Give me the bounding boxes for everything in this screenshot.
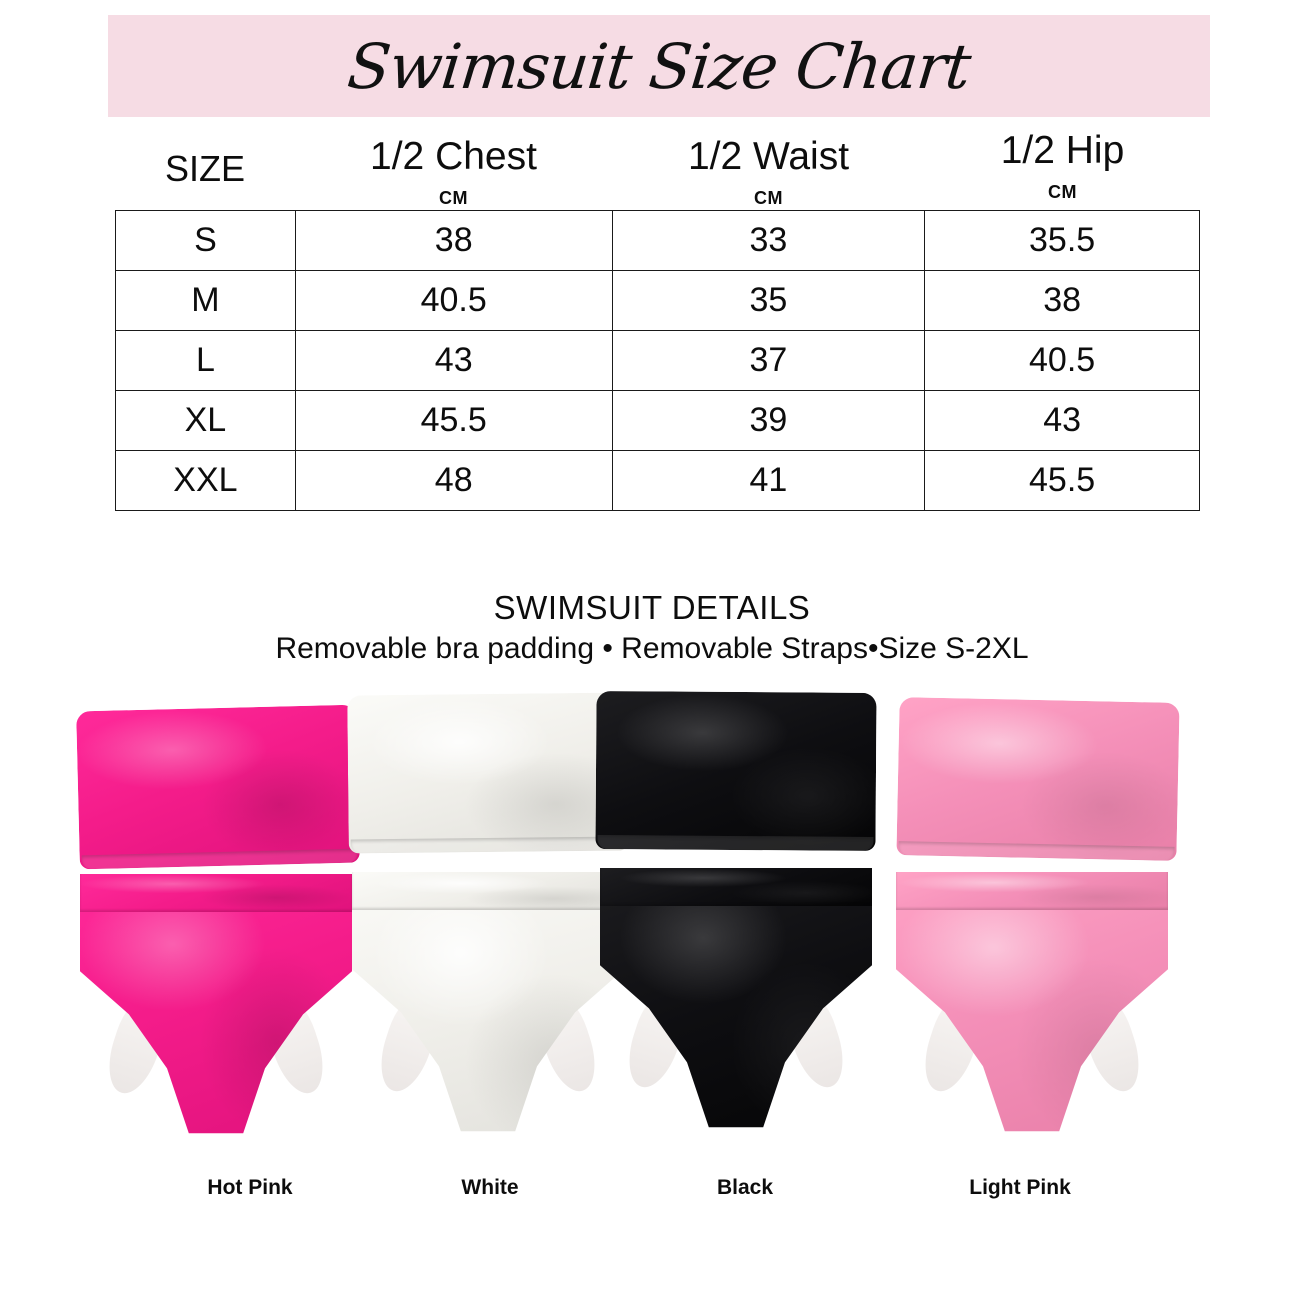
table-header-hip: 1/2 Hip CM	[925, 128, 1200, 210]
color-label-hot-pink: Hot Pink	[207, 1176, 293, 1199]
cell-waist: 35	[611, 270, 926, 331]
table-row: XL 45.5 39 43	[115, 390, 1200, 451]
cell-hip: 45.5	[924, 450, 1200, 511]
cell-waist: 39	[611, 390, 926, 451]
cell-size: S	[115, 210, 296, 271]
table-header-size: SIZE	[115, 128, 295, 210]
cell-waist: 41	[611, 450, 926, 511]
page-title: Swimsuit Size Chart	[344, 29, 974, 103]
cell-size: XL	[115, 390, 296, 451]
bottom-body	[896, 872, 1168, 1132]
cell-hip: 38	[924, 270, 1200, 331]
table-row: S 38 33 35.5	[115, 210, 1200, 271]
details-subtitle: Removable bra padding • Removable Straps…	[275, 632, 1029, 665]
bottom-body	[80, 874, 352, 1134]
table-header-chest-unit: CM	[439, 188, 468, 208]
size-chart-table: S 38 33 35.5 M 40.5 35 38 L 43 37 40.5 X…	[115, 210, 1200, 511]
table-row: M 40.5 35 38	[115, 270, 1200, 331]
color-label-white: White	[461, 1176, 519, 1199]
cell-chest: 48	[294, 450, 613, 511]
details-title: SWIMSUIT DETAILS	[493, 589, 811, 626]
color-label-row: Hot Pink White Black Light Pink	[0, 1176, 1304, 1216]
cell-chest: 45.5	[294, 390, 613, 451]
cell-chest: 43	[294, 330, 613, 391]
waistband	[352, 872, 624, 910]
table-header-hip-unit: CM	[1048, 182, 1077, 202]
color-label-light-pink: Light Pink	[969, 1176, 1071, 1199]
product-photo-group	[0, 676, 1304, 1196]
cell-hip: 40.5	[924, 330, 1200, 391]
bikini-bottom-hot-pink	[80, 874, 352, 1144]
table-header-waist-label: 1/2 Waist	[687, 135, 850, 178]
table-header-waist-unit: CM	[754, 188, 783, 208]
cell-size: M	[115, 270, 296, 331]
cell-hip: 35.5	[924, 210, 1200, 271]
waistband	[600, 868, 872, 906]
table-header-hip-label: 1/2 Hip	[1000, 129, 1125, 172]
waistband	[80, 874, 352, 912]
bandeau-top-black	[595, 691, 877, 851]
color-label-black: Black	[716, 1176, 774, 1199]
cell-chest: 40.5	[294, 270, 613, 331]
bottom-body	[600, 868, 872, 1128]
swimsuit-details-block: SWIMSUIT DETAILS Removable bra padding •…	[0, 588, 1304, 668]
cell-waist: 37	[611, 330, 926, 391]
table-row: XXL 48 41 45.5	[115, 450, 1200, 511]
bandeau-top-light-pink	[896, 697, 1180, 861]
cell-chest: 38	[294, 210, 613, 271]
table-header-size-label: SIZE	[164, 148, 245, 189]
waistband	[896, 872, 1168, 910]
table-header-row: SIZE 1/2 Chest CM 1/2 Waist CM 1/2 Hip C…	[115, 128, 1200, 210]
bandeau-top-white	[347, 692, 629, 854]
bikini-bottom-white	[352, 872, 624, 1142]
table-header-chest: 1/2 Chest CM	[295, 128, 612, 210]
bikini-bottom-black	[600, 868, 872, 1138]
bandeau-top-hot-pink	[76, 704, 360, 870]
cell-hip: 43	[924, 390, 1200, 451]
cell-waist: 33	[611, 210, 926, 271]
cell-size: L	[115, 330, 296, 391]
table-row: L 43 37 40.5	[115, 330, 1200, 391]
table-header-chest-label: 1/2 Chest	[370, 135, 537, 178]
bikini-bottom-light-pink	[896, 872, 1168, 1142]
table-header-waist: 1/2 Waist CM	[612, 128, 925, 210]
title-banner: Swimsuit Size Chart	[108, 15, 1210, 117]
cell-size: XXL	[115, 450, 296, 511]
bottom-body	[352, 872, 624, 1132]
